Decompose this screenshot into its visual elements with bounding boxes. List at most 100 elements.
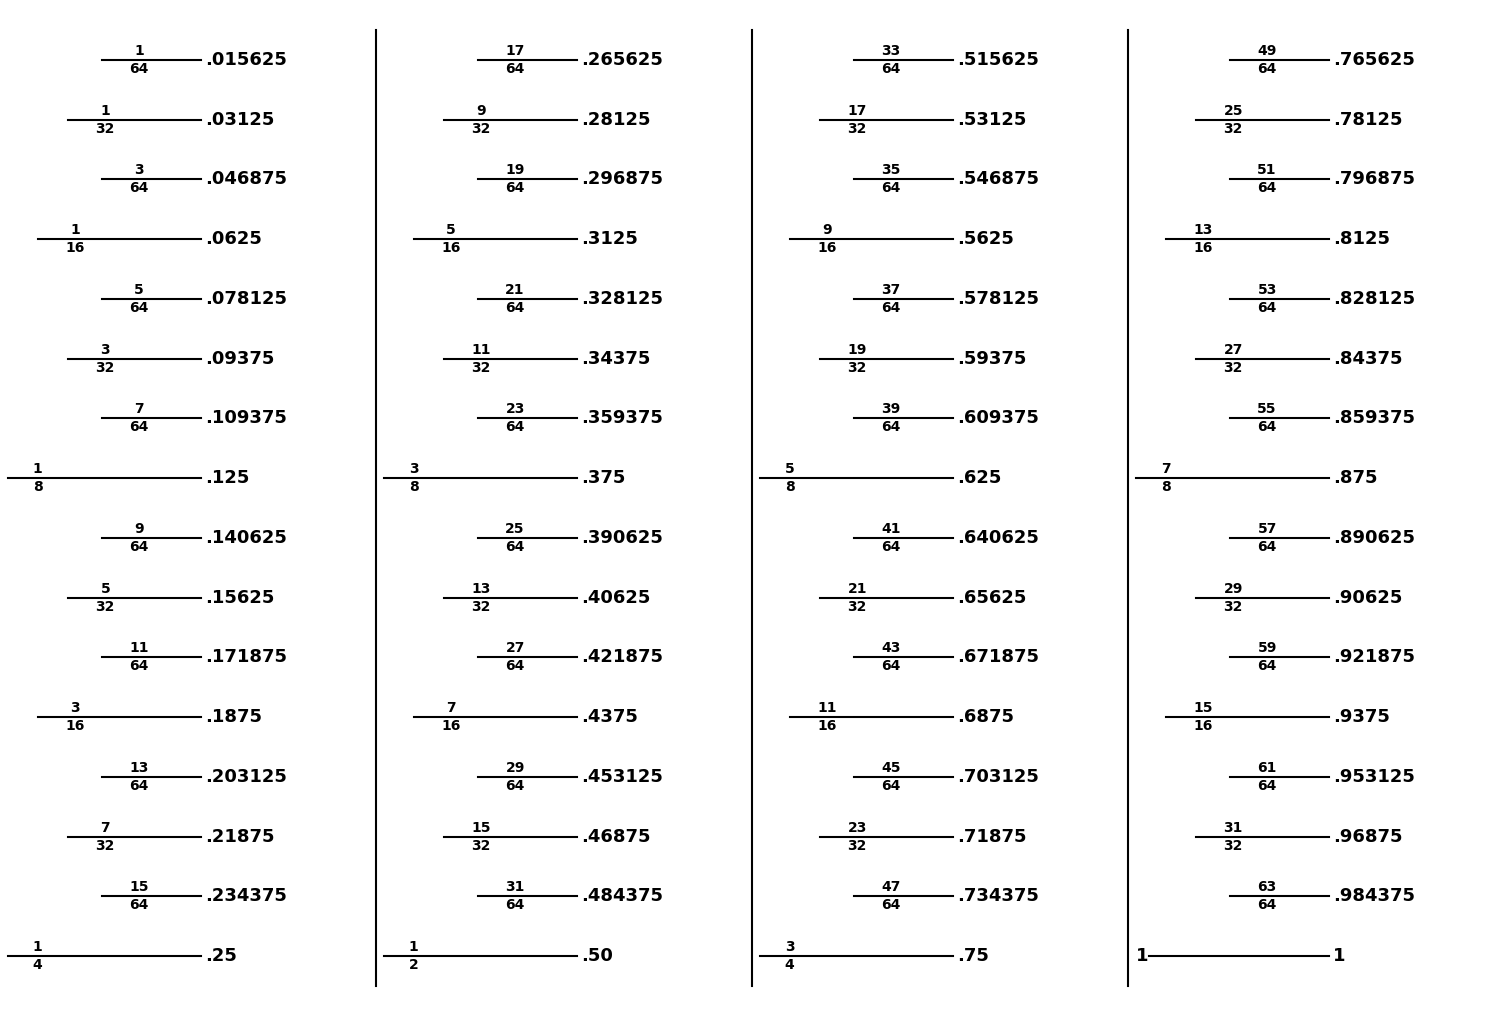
Text: 64: 64 xyxy=(881,62,901,76)
Text: .359375: .359375 xyxy=(581,409,663,428)
Text: 5: 5 xyxy=(447,224,456,237)
Text: .265625: .265625 xyxy=(581,51,663,69)
Text: 1: 1 xyxy=(134,44,144,58)
Text: 64: 64 xyxy=(1257,659,1277,674)
Text: .484375: .484375 xyxy=(581,887,663,905)
Text: .390625: .390625 xyxy=(581,529,663,547)
Text: .734375: .734375 xyxy=(957,887,1039,905)
Text: 13: 13 xyxy=(1194,224,1212,237)
Text: .421875: .421875 xyxy=(581,648,663,666)
Text: .546875: .546875 xyxy=(957,171,1039,188)
Text: .21875: .21875 xyxy=(205,828,274,845)
Text: .671875: .671875 xyxy=(957,648,1039,666)
Text: 32: 32 xyxy=(1224,838,1242,852)
Text: 16: 16 xyxy=(66,241,84,255)
Text: .078125: .078125 xyxy=(205,290,287,308)
Text: .09375: .09375 xyxy=(205,350,274,368)
Text: 64: 64 xyxy=(129,539,149,554)
Text: .765625: .765625 xyxy=(1333,51,1415,69)
Text: .71875: .71875 xyxy=(957,828,1026,845)
Text: 7: 7 xyxy=(1161,462,1170,477)
Text: 5: 5 xyxy=(134,282,144,297)
Text: 19: 19 xyxy=(848,342,866,357)
Text: 1: 1 xyxy=(71,224,80,237)
Text: 32: 32 xyxy=(96,599,114,614)
Text: 32: 32 xyxy=(1224,122,1242,135)
Text: 59: 59 xyxy=(1257,641,1277,655)
Text: .1875: .1875 xyxy=(205,708,262,726)
Text: 64: 64 xyxy=(129,898,149,912)
Text: .921875: .921875 xyxy=(1333,648,1415,666)
Text: 31: 31 xyxy=(1224,821,1242,834)
Text: 3: 3 xyxy=(101,342,110,357)
Text: 64: 64 xyxy=(881,659,901,674)
Text: 43: 43 xyxy=(881,641,901,655)
Text: 39: 39 xyxy=(881,402,901,417)
Text: 13: 13 xyxy=(129,761,149,775)
Text: .53125: .53125 xyxy=(957,111,1026,129)
Text: .78125: .78125 xyxy=(1333,111,1402,129)
Text: 5: 5 xyxy=(785,462,794,477)
Text: 32: 32 xyxy=(848,122,866,135)
Text: .953125: .953125 xyxy=(1333,768,1415,785)
Text: 27: 27 xyxy=(505,641,525,655)
Text: 23: 23 xyxy=(505,402,525,417)
Text: 64: 64 xyxy=(1257,779,1277,792)
Text: 1: 1 xyxy=(1333,947,1346,965)
Text: 3: 3 xyxy=(785,940,794,954)
Text: 16: 16 xyxy=(818,719,836,734)
Text: .515625: .515625 xyxy=(957,51,1039,69)
Text: 16: 16 xyxy=(1194,719,1212,734)
Text: 1: 1 xyxy=(33,462,42,477)
Text: 8: 8 xyxy=(785,481,794,494)
Text: 19: 19 xyxy=(505,164,525,178)
Text: .015625: .015625 xyxy=(205,51,287,69)
Text: .75: .75 xyxy=(957,947,988,965)
Text: 11: 11 xyxy=(129,641,149,655)
Text: 64: 64 xyxy=(129,182,149,195)
Text: 17: 17 xyxy=(505,44,525,58)
Text: .109375: .109375 xyxy=(205,409,287,428)
Text: .375: .375 xyxy=(581,469,626,487)
Text: 49: 49 xyxy=(1257,44,1277,58)
Text: 64: 64 xyxy=(505,62,525,76)
Text: 32: 32 xyxy=(848,599,866,614)
Text: 64: 64 xyxy=(505,421,525,435)
Text: 21: 21 xyxy=(848,581,866,595)
Text: 64: 64 xyxy=(1257,182,1277,195)
Text: .875: .875 xyxy=(1333,469,1378,487)
Text: 3: 3 xyxy=(409,462,418,477)
Text: 32: 32 xyxy=(848,838,866,852)
Text: 61: 61 xyxy=(1257,761,1277,775)
Text: 8: 8 xyxy=(1161,481,1170,494)
Text: 3: 3 xyxy=(71,701,80,715)
Text: 64: 64 xyxy=(881,301,901,315)
Text: .328125: .328125 xyxy=(581,290,663,308)
Text: 64: 64 xyxy=(505,779,525,792)
Text: 9: 9 xyxy=(823,224,832,237)
Text: 16: 16 xyxy=(66,719,84,734)
Text: .890625: .890625 xyxy=(1333,529,1415,547)
Text: .5625: .5625 xyxy=(957,231,1014,248)
Text: 32: 32 xyxy=(1224,599,1242,614)
Text: 64: 64 xyxy=(1257,539,1277,554)
Text: .50: .50 xyxy=(581,947,612,965)
Text: 64: 64 xyxy=(505,182,525,195)
Text: .578125: .578125 xyxy=(957,290,1039,308)
Text: 25: 25 xyxy=(1224,104,1242,118)
Text: .90625: .90625 xyxy=(1333,588,1402,607)
Text: 45: 45 xyxy=(881,761,901,775)
Text: 3: 3 xyxy=(134,164,144,178)
Text: 64: 64 xyxy=(881,182,901,195)
Text: 17: 17 xyxy=(848,104,866,118)
Text: .03125: .03125 xyxy=(205,111,274,129)
Text: 21: 21 xyxy=(505,282,525,297)
Text: 37: 37 xyxy=(881,282,901,297)
Text: 4: 4 xyxy=(33,958,42,972)
Text: .65625: .65625 xyxy=(957,588,1026,607)
Text: .40625: .40625 xyxy=(581,588,650,607)
Text: .59375: .59375 xyxy=(957,350,1026,368)
Text: 9: 9 xyxy=(477,104,486,118)
Text: 64: 64 xyxy=(129,301,149,315)
Text: .625: .625 xyxy=(957,469,1002,487)
